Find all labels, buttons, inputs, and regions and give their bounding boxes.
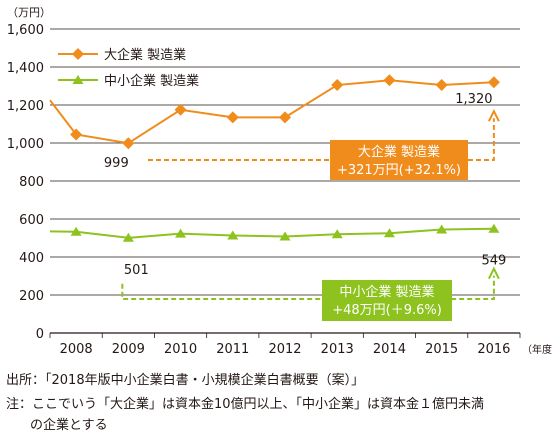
legend-label-1: 大企業 製造業 — [104, 47, 186, 63]
x-tick-label: 2011 — [216, 342, 249, 357]
line-chart: 0 200 400 600 800 1,000 1,200 1,400 1,600 （万円） 200… — [7, 6, 552, 357]
data-point-large — [122, 137, 135, 150]
small-start-value: 501 — [124, 263, 149, 278]
source-note: 出所：「2018年版中小企業白書・小規模企業白書概要（案）」 — [6, 373, 365, 388]
series-line-2 — [49, 227, 494, 239]
y-tick-label: 600 — [19, 213, 44, 228]
data-point-large — [331, 79, 344, 92]
x-tick-label: 2008 — [60, 342, 93, 357]
small-change-box — [322, 280, 452, 321]
legend-label-2: 中小企業 製造業 — [104, 73, 199, 89]
x-tick-label: 2013 — [321, 342, 354, 357]
large-box-title: 大企業 製造業 — [358, 144, 440, 160]
x-tick-label: 2014 — [373, 342, 406, 357]
small-change-arrow — [121, 275, 495, 300]
y-tick-label: 1,000 — [7, 137, 44, 152]
large-box-change: +321万円(+32.1%) — [337, 163, 461, 178]
data-point-small — [122, 232, 134, 242]
data-point-small — [383, 228, 395, 238]
series-line-1 — [49, 79, 494, 145]
y-tick-label: 400 — [19, 251, 44, 266]
y-tick-label: 1,200 — [7, 99, 44, 114]
chart-area: 0 200 400 600 800 1,000 1,200 1,400 1,600 （万円） 200… — [7, 6, 552, 357]
x-tick-label: 2012 — [268, 342, 301, 357]
data-point-large — [383, 74, 396, 87]
large-arrow-head — [487, 108, 500, 122]
note-line-2: の企業とする — [30, 418, 108, 433]
x-tick-label: 2009 — [112, 342, 145, 357]
large-change-arrow — [148, 118, 495, 161]
x-unit-label: （年度） — [522, 343, 552, 356]
small-arrow-head — [487, 266, 500, 280]
data-point-large — [279, 111, 291, 124]
data-point-large — [174, 103, 187, 116]
x-tick-label: 2015 — [425, 342, 458, 357]
data-point-small — [488, 223, 500, 233]
y-tick-label: 800 — [19, 175, 44, 190]
data-point-small — [331, 229, 343, 239]
x-tick-label: 2016 — [477, 342, 510, 357]
small-box-title: 中小企業 製造業 — [339, 284, 434, 300]
legend-marker-small — [72, 75, 84, 84]
data-point-small — [227, 230, 239, 240]
y-unit-label: （万円） — [7, 6, 51, 19]
data-point-large — [70, 128, 83, 141]
data-point-large — [226, 111, 239, 124]
data-point-large — [487, 76, 500, 89]
large-start-value: 999 — [104, 156, 129, 171]
y-tick-label: 200 — [19, 289, 44, 304]
y-tick-label: 1,400 — [7, 61, 44, 76]
data-point-large — [435, 79, 448, 92]
small-box-change: +48万円(＋9.6%) — [332, 303, 442, 318]
note-line-1: 注：ここでいう「大企業」は資本金10億円以上、「中小企業」は資本金１億円未満 — [6, 397, 485, 412]
data-point-small — [436, 224, 448, 234]
data-point-small — [70, 226, 82, 236]
y-tick-label: 1,600 — [7, 23, 44, 38]
y-tick-label: 0 — [36, 327, 44, 342]
x-tick-label: 2010 — [164, 342, 197, 357]
data-point-small — [175, 228, 187, 238]
large-end-value: 1,320 — [455, 92, 492, 107]
data-point-small — [279, 231, 291, 241]
legend-marker-large — [72, 48, 84, 60]
small-end-value: 549 — [481, 254, 506, 269]
large-change-box — [330, 140, 468, 180]
